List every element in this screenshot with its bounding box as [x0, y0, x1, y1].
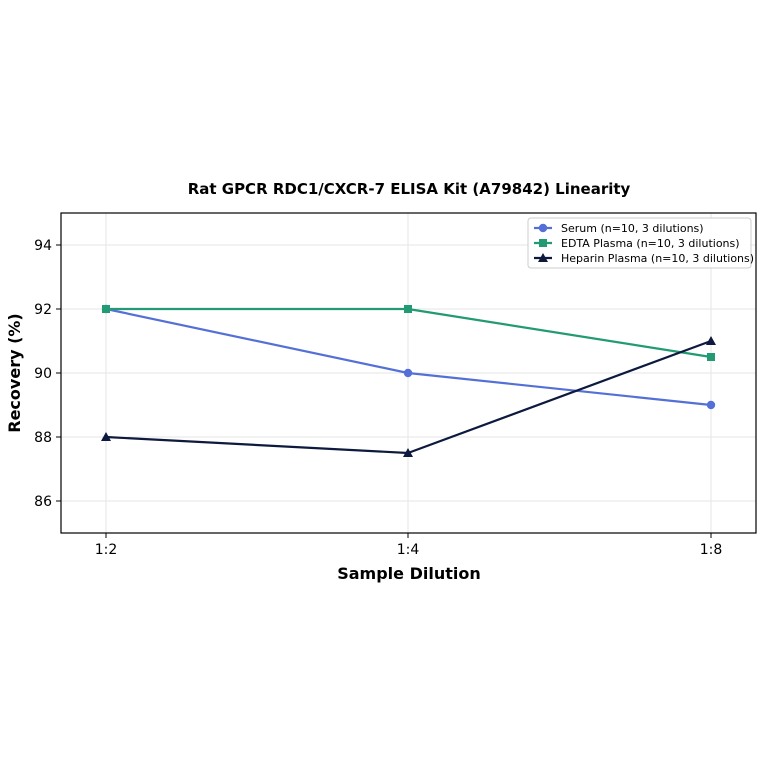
data-point: [102, 305, 110, 313]
legend: Serum (n=10, 3 dilutions) EDTA Plasma (n=…: [527, 217, 754, 269]
data-point: [706, 336, 716, 345]
legend-label: Heparin Plasma (n=10, 3 dilutions): [561, 252, 754, 265]
x-tick-label: 1:8: [700, 542, 723, 558]
data-point: [403, 368, 413, 378]
legend-marker: [538, 253, 548, 262]
x-tick-label: 1:4: [397, 542, 420, 558]
legend-box: [527, 217, 752, 269]
series-layer: [101, 304, 716, 457]
legend-marker: [539, 239, 547, 247]
legend-item: Serum (n=10, 3 dilutions): [534, 222, 704, 235]
data-point: [706, 400, 716, 410]
data-point: [101, 432, 111, 441]
data-point: [403, 448, 413, 457]
y-tick-label: 88: [34, 430, 52, 446]
y-axis-label: Recovery (%): [5, 313, 24, 432]
legend-item: Heparin Plasma (n=10, 3 dilutions): [534, 252, 754, 265]
legend-label: Serum (n=10, 3 dilutions): [561, 222, 704, 235]
x-axis-label: Sample Dilution: [337, 564, 481, 583]
x-tick-label: 1:2: [95, 542, 118, 558]
series-2: [102, 305, 715, 361]
legend-item: EDTA Plasma (n=10, 3 dilutions): [534, 237, 740, 250]
data-point: [404, 305, 412, 313]
y-tick-label: 92: [34, 302, 52, 318]
chart-title: Rat GPCR RDC1/CXCR-7 ELISA Kit (A79842) …: [188, 180, 631, 198]
data-point: [707, 353, 715, 361]
axis-ticks: 86 88 90 92 94 1:2 1:4 1:8: [34, 238, 722, 558]
y-tick-label: 86: [34, 494, 52, 510]
y-tick-label: 90: [34, 366, 52, 382]
y-tick-label: 94: [34, 238, 52, 254]
legend-label: EDTA Plasma (n=10, 3 dilutions): [561, 237, 740, 250]
legend-marker: [538, 223, 548, 233]
series-3: [101, 336, 716, 457]
